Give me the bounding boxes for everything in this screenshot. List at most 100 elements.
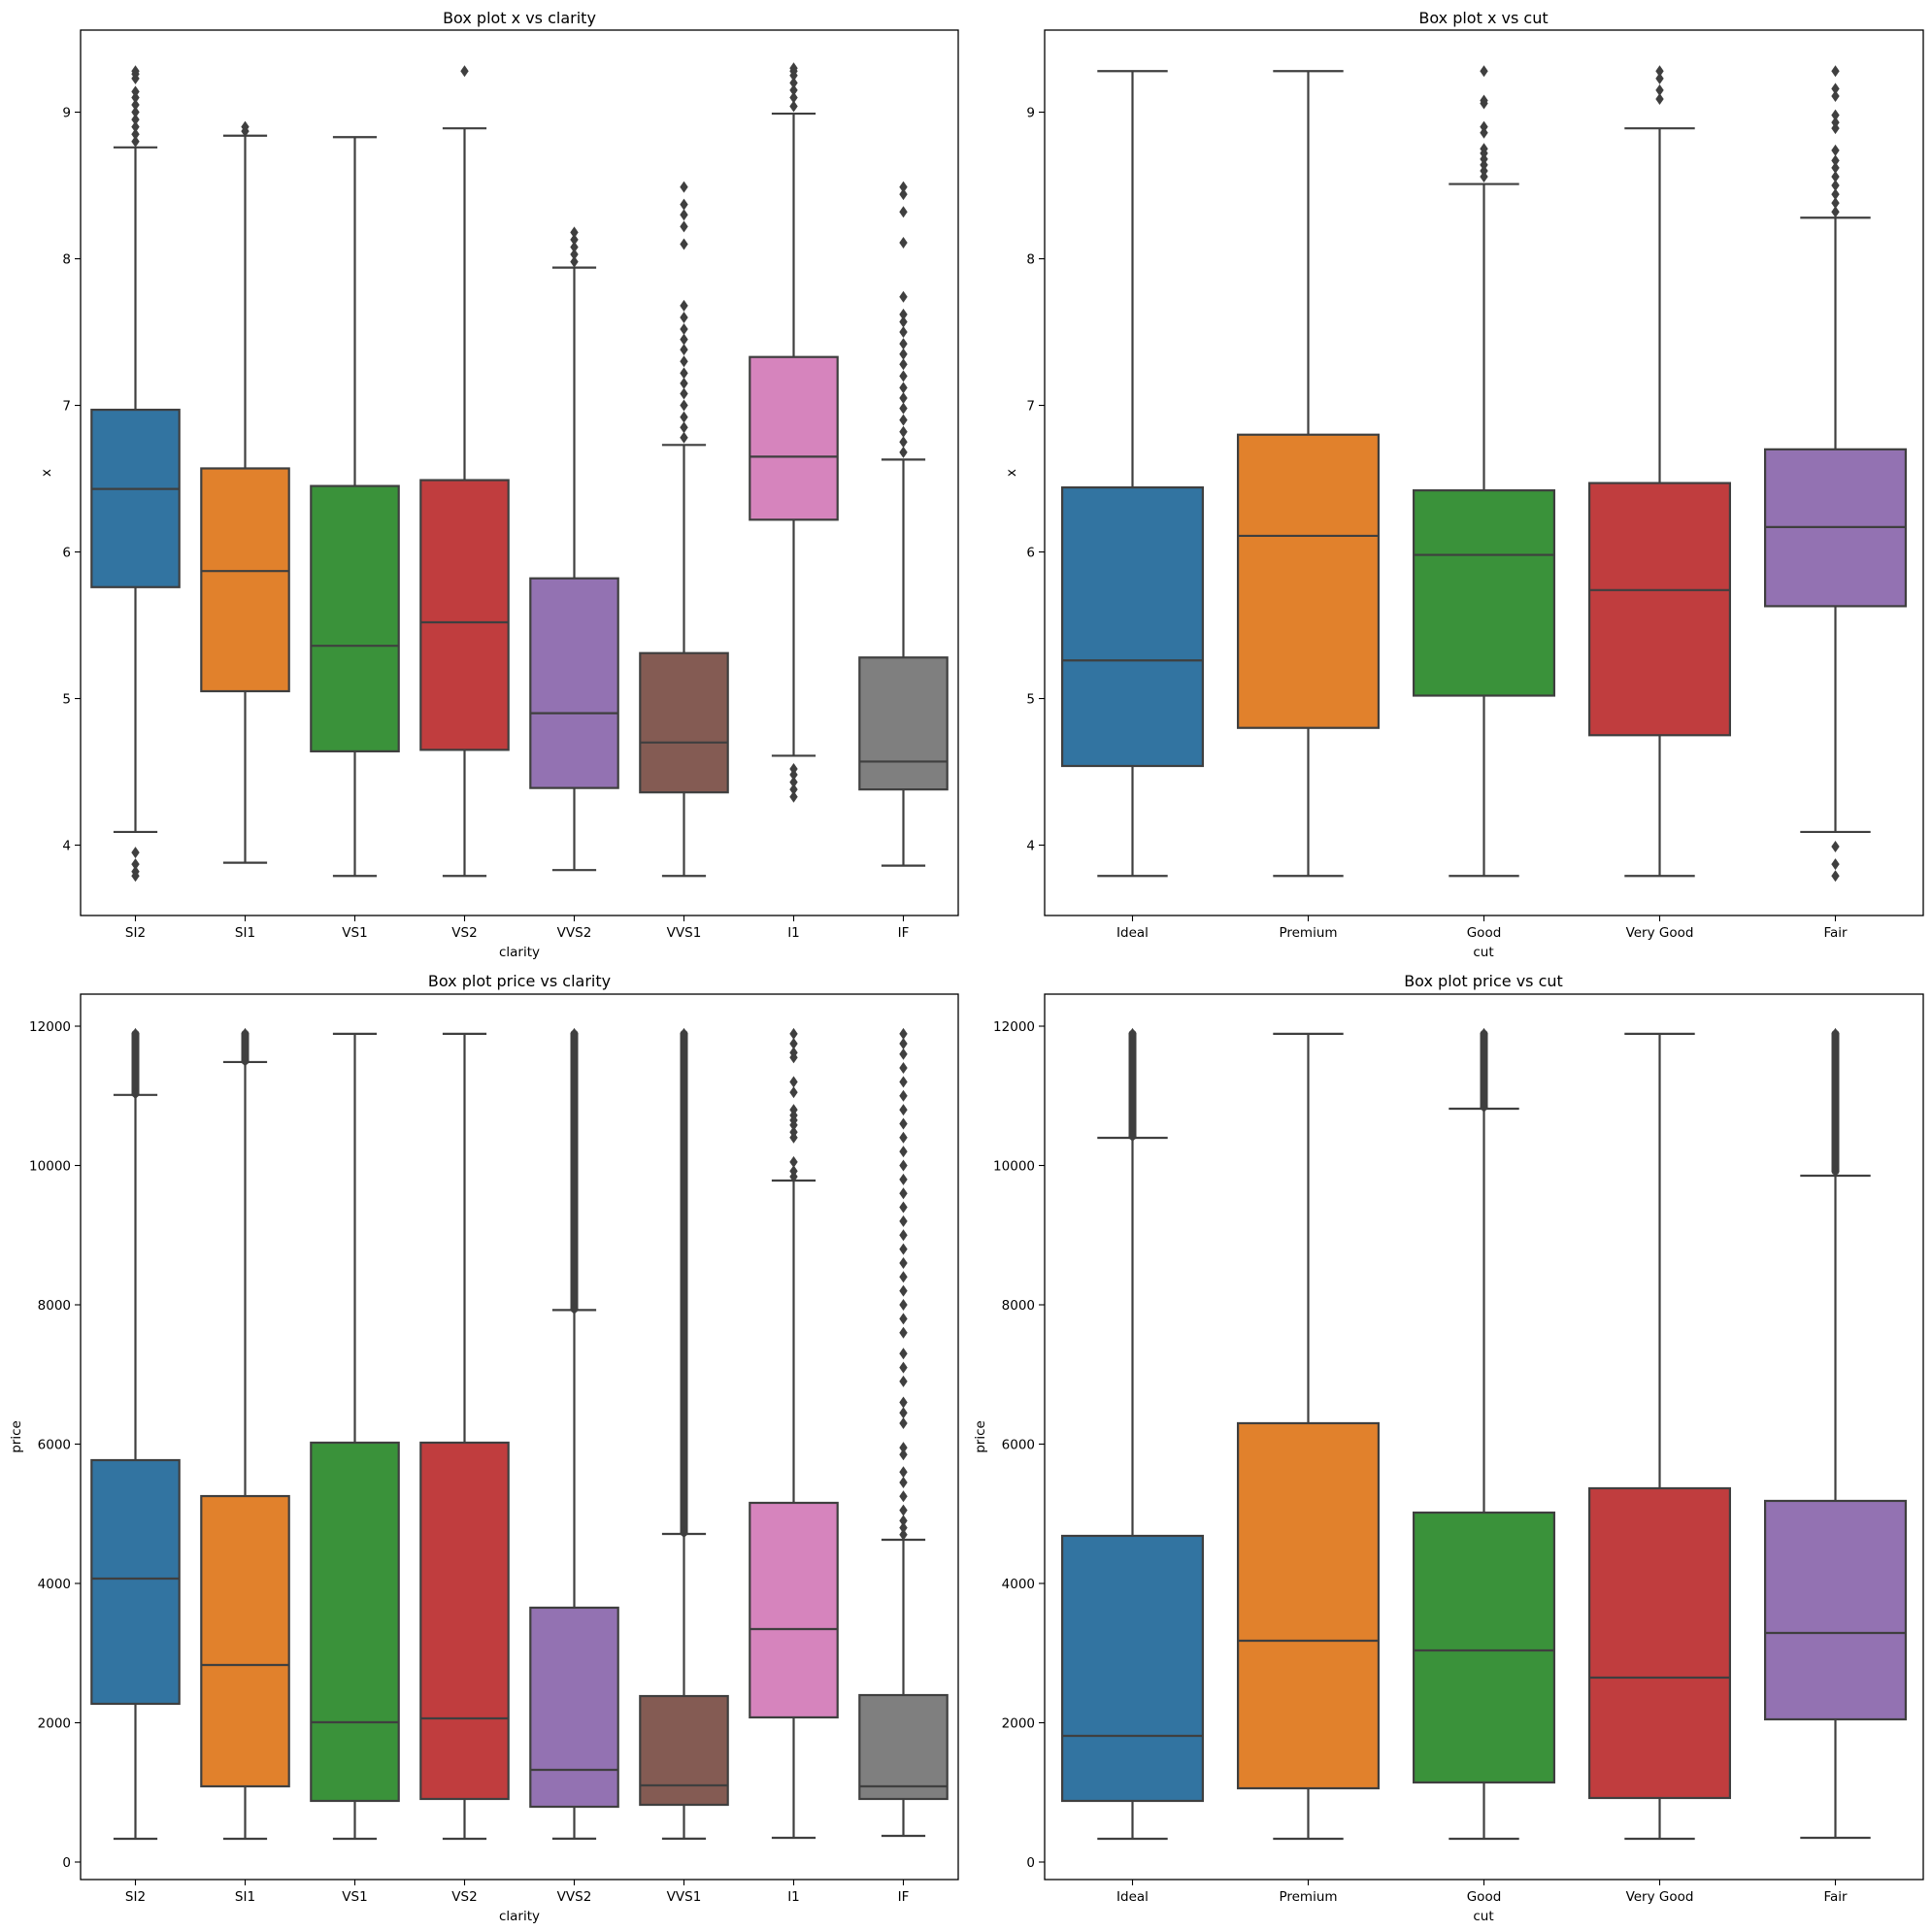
iqr-box <box>529 577 619 789</box>
outlier-point <box>680 387 688 400</box>
y-tick-label: 4 <box>1026 839 1035 854</box>
outlier-point <box>789 77 798 89</box>
outlier-point <box>899 425 908 438</box>
x-tick-label: SI2 <box>125 925 146 941</box>
outlier-point <box>899 1326 908 1339</box>
y-tick-label: 4 <box>62 839 71 854</box>
outlier-point <box>899 1037 908 1049</box>
plot-area: 4 5 6 7 8 9 Ideal Premium Good Very Good Fair <box>1026 29 1924 941</box>
y-tick-label: 0 <box>62 1855 71 1871</box>
outlier-point <box>899 1215 908 1227</box>
iqr-box <box>1412 1511 1555 1784</box>
box-very-good <box>1587 65 1731 878</box>
iqr-box <box>419 1441 510 1801</box>
outlier-point <box>680 220 688 233</box>
y-axis-label: x <box>1004 469 1019 477</box>
outlier-point <box>899 414 908 426</box>
y-tick-label: 5 <box>1026 692 1035 708</box>
plot-area: 0 2000 4000 6000 8000 10000 12000 Ideal Premium G… <box>993 993 1924 1905</box>
outlier-point <box>680 311 688 323</box>
iqr-box <box>1587 482 1731 737</box>
x-tick-label: Premium <box>1279 925 1337 941</box>
outlier-point <box>1655 65 1664 78</box>
x-tick-label: Fair <box>1823 1889 1848 1905</box>
outlier-point <box>899 1416 908 1429</box>
outlier-point <box>899 1299 908 1311</box>
y-tick-label: 10000 <box>29 1159 71 1175</box>
axes-frame <box>1044 29 1924 916</box>
outlier-band <box>1480 1029 1488 1112</box>
outlier-point <box>1831 89 1840 102</box>
outlier-point <box>241 120 250 133</box>
iqr-box <box>749 355 839 521</box>
outlier-point <box>899 316 908 328</box>
y-tick-label: 10000 <box>993 1159 1035 1175</box>
outlier-point <box>131 65 140 78</box>
outlier-point <box>1480 1101 1488 1114</box>
iqr-box <box>858 1693 949 1801</box>
x-axis-label: clarity <box>499 945 540 960</box>
y-tick-label: 7 <box>1026 399 1035 415</box>
outlier-point <box>899 308 908 320</box>
outlier-point <box>680 323 688 336</box>
x-tick-label: Very Good <box>1626 1889 1694 1905</box>
panel-price-vs-cut: Box plot price vs cut cut price 0 2000 400… <box>973 972 1924 1924</box>
outlier-point <box>899 1256 908 1269</box>
outlier-point <box>1655 83 1664 96</box>
plot-area: 4 5 6 7 8 9 SI2 SI1 VS1 VS2 VVS2 VVS1 I1 IF <box>62 29 959 941</box>
outlier-point <box>899 236 908 249</box>
iqr-box <box>310 1441 400 1803</box>
iqr-box <box>90 1458 181 1706</box>
y-tick-label: 8 <box>62 252 71 268</box>
y-tick-label: 6 <box>62 546 71 561</box>
box-vvs1 <box>639 181 729 878</box>
outlier-point <box>1831 1027 1840 1040</box>
box-vs1 <box>310 1032 400 1841</box>
outlier-point <box>899 1027 908 1040</box>
outlier-point <box>680 1526 688 1539</box>
outlier-point <box>1480 143 1488 155</box>
outlier-point <box>899 1117 908 1130</box>
x-tick-label: Ideal <box>1116 1889 1149 1905</box>
outlier-point <box>899 338 908 350</box>
outlier-point <box>131 99 140 112</box>
outlier-point <box>789 83 798 96</box>
panel-price-vs-clarity: Box plot price vs clarity clarity price … <box>9 972 959 1924</box>
iqr-box <box>639 651 729 794</box>
y-tick-label: 9 <box>62 106 71 121</box>
outlier-point <box>131 85 140 98</box>
x-tick-label: Premium <box>1279 1889 1337 1905</box>
outlier-point <box>899 188 908 201</box>
outlier-point <box>899 1131 908 1144</box>
outlier-point <box>131 106 140 118</box>
outlier-point <box>1128 1130 1137 1143</box>
iqr-box <box>1412 489 1555 697</box>
outlier-point <box>789 776 798 788</box>
outlier-point <box>680 399 688 412</box>
outlier-point <box>899 1076 908 1088</box>
box-premium <box>1236 70 1380 878</box>
outlier-point <box>899 1089 908 1102</box>
outlier-point <box>789 763 798 776</box>
outlier-point <box>789 1086 798 1099</box>
outlier-point <box>1655 72 1664 84</box>
outlier-point <box>1831 117 1840 129</box>
x-axis-label: clarity <box>499 1909 540 1924</box>
x-tick-label: VVS2 <box>557 1889 592 1905</box>
outlier-point <box>1831 870 1840 882</box>
outlier-point <box>241 1027 250 1040</box>
outlier-point <box>680 377 688 389</box>
outlier-point <box>1831 858 1840 871</box>
iqr-box <box>90 408 181 588</box>
outlier-point <box>131 114 140 126</box>
iqr-box <box>200 1494 290 1788</box>
outlier-point <box>570 233 579 246</box>
outlier-point <box>899 1521 908 1534</box>
outlier-point <box>1831 197 1840 210</box>
outlier-point <box>789 1104 798 1116</box>
outlier-point <box>1831 83 1840 95</box>
outlier-point <box>899 1361 908 1374</box>
outlier-point <box>789 1076 798 1088</box>
x-tick-label: VVS2 <box>557 925 592 941</box>
outlier-point <box>899 358 908 371</box>
